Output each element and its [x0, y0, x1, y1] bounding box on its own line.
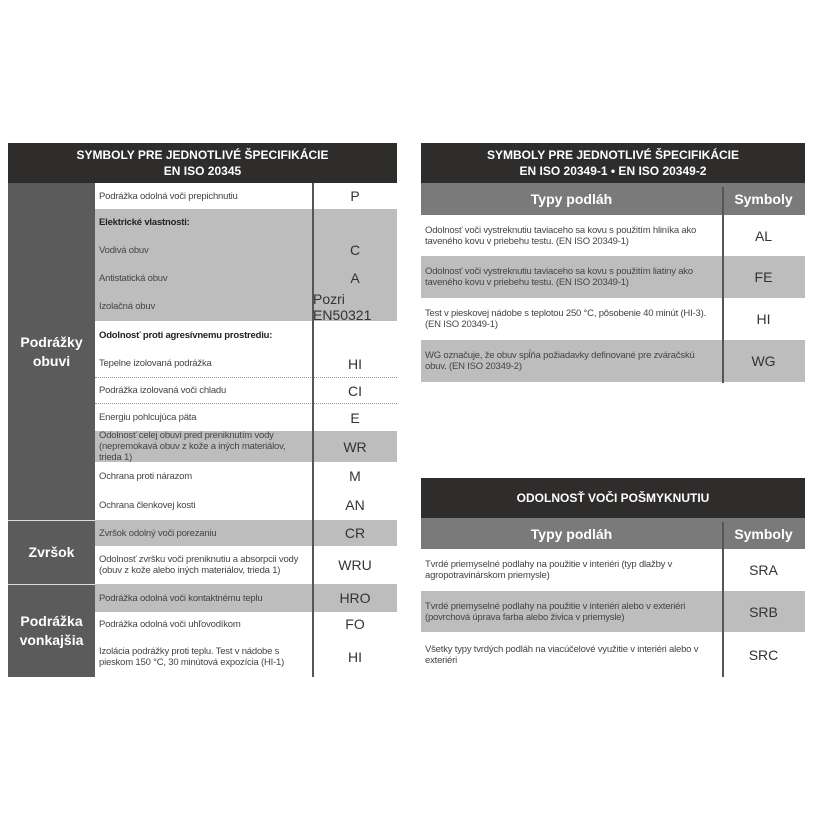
col-header-types: Typy podláh [530, 525, 613, 542]
right1-header: SYMBOLY PRE JEDNOTLIVÉ ŠPECIFIKÁCIE EN I… [421, 143, 805, 183]
row-description: Zvršok odolný voči porezaniu [99, 527, 217, 539]
row-description: Odolnosť proti agresívnemu prostrediu: [99, 330, 273, 341]
row-description: Odolnosť zvršku voči preniknutiu a absor… [99, 554, 299, 576]
table-row: Ochrana členkovej kosti AN [95, 490, 397, 520]
table-row: Podrážka izolovaná voči chladu CI [95, 378, 397, 404]
row-description: Tvrdé priemyselné podlahy na použitie v … [425, 600, 686, 623]
row-symbol [313, 321, 397, 350]
section-label: Podrážky obuvi [8, 183, 95, 520]
left-table: SYMBOLY PRE JEDNOTLIVÉ ŠPECIFIKÁCIE EN I… [8, 143, 397, 677]
row-description: Ochrana členkovej kosti [99, 499, 196, 511]
row-symbol: AL [754, 227, 773, 244]
table-row: Ochrana proti nárazom M [95, 462, 397, 490]
row-description: Podrážka izolovaná voči chladu [99, 385, 227, 396]
col-header-symbols: Symboly [734, 191, 793, 207]
row-symbol: FE [754, 269, 773, 285]
table-row: Izolačná obuv Pozri EN50321 [95, 290, 397, 323]
col-header-types: Typy podláh [530, 191, 613, 207]
table-row: Tvrdé priemyselné podlahy na použitie v … [421, 591, 805, 632]
section-label: Zvršok [8, 520, 95, 584]
table-row: Odolnosť celej obuvi pred preniknutím vo… [95, 430, 397, 463]
row-symbol: HI [348, 355, 362, 372]
row-symbol: SRA [749, 562, 778, 578]
row-description: Izolačná obuv [99, 301, 156, 312]
row-symbol: AN [345, 497, 365, 513]
section-label: Podrážka vonkajšia [8, 584, 95, 677]
row-description: Podrážka odolná voči uhľovodíkom [99, 618, 241, 630]
table-row: Vodivá obuv C [95, 236, 397, 264]
right-table-1: SYMBOLY PRE JEDNOTLIVÉ ŠPECIFIKÁCIE EN I… [421, 143, 805, 383]
left-title-line1: SYMBOLY PRE JEDNOTLIVÉ ŠPECIFIKÁCIE [76, 148, 329, 162]
column-divider [312, 183, 314, 677]
left-title-line2: EN ISO 20345 [163, 164, 242, 178]
right1-title-line2: EN ISO 20349-1 • EN ISO 20349-2 [519, 164, 707, 178]
right2-header: ODOLNOSŤ VOČI POŠMYKNUTIU [421, 478, 805, 518]
row-symbol: CI [348, 382, 362, 399]
row-description: Test v pieskovej nádobe s teplotou 250 °… [425, 308, 706, 330]
table-row: Antistatická obuv A [95, 264, 397, 292]
table-row: Elektrické vlastnosti: [95, 209, 397, 236]
row-symbol: HRO [339, 590, 371, 606]
row-symbol: M [349, 468, 361, 484]
row-description: Energiu pohlcujúca päta [99, 412, 197, 423]
left-table-header: SYMBOLY PRE JEDNOTLIVÉ ŠPECIFIKÁCIE EN I… [8, 143, 397, 183]
row-symbol: Pozri EN50321 [313, 290, 372, 323]
row-symbol: SRC [748, 646, 779, 663]
row-symbol: P [350, 188, 360, 204]
row-description: Podrážka odolná voči kontaktnému teplu [99, 592, 263, 604]
row-symbol: HI [348, 648, 362, 665]
table-row: Odolnosť voči vystreknutiu taviaceho sa … [421, 215, 805, 256]
table-row: Podrážka odolná voči prepichnutiu P [95, 183, 397, 209]
row-symbol: CR [344, 525, 366, 541]
col-header-symbols: Symboly [734, 525, 793, 542]
table-row: Odolnosť proti agresívnemu prostrediu: [95, 321, 397, 350]
table-row: Všetky typy tvrdých podláh na viacúčelov… [421, 632, 805, 677]
right1-column-header: Typy podláh Symboly [421, 183, 805, 215]
row-description: Odolnosť voči vystreknutiu taviaceho sa … [425, 224, 697, 247]
table-row: Tepelne izolovaná podrážka HI [95, 350, 397, 378]
column-divider [722, 187, 724, 383]
row-symbol [313, 209, 397, 236]
table-row: Test v pieskovej nádobe s teplotou 250 °… [421, 298, 805, 340]
row-description: Tvrdé priemyselné podlahy na použitie v … [425, 559, 673, 581]
row-symbol: WR [343, 438, 367, 455]
row-symbol: E [350, 409, 360, 426]
row-symbol: WG [751, 353, 776, 369]
right2-title: ODOLNOSŤ VOČI POŠMYKNUTIU [516, 491, 710, 505]
table-row: Podrážka odolná voči kontaktnému teplu HR… [95, 584, 397, 612]
table-row: Energiu pohlcujúca päta E [95, 404, 397, 431]
table-row: Podrážka odolná voči uhľovodíkom FO [95, 612, 397, 636]
row-description: Odolnosť voči vystreknutiu taviaceho sa … [425, 266, 693, 288]
row-description: Tepelne izolovaná podrážka [99, 358, 212, 369]
table-row: Izolácia podrážky proti teplu. Test v ná… [95, 636, 397, 677]
right2-column-header: Typy podláh Symboly [421, 518, 805, 549]
row-description: Antistatická obuv [99, 272, 168, 284]
row-description: Všetky typy tvrdých podláh na viacúčelov… [425, 643, 699, 666]
table-row: Odolnosť zvršku voči preniknutiu a absor… [95, 546, 397, 584]
right1-title-line1: SYMBOLY PRE JEDNOTLIVÉ ŠPECIFIKÁCIE [486, 148, 740, 162]
row-symbol: A [350, 270, 360, 286]
row-symbol: HI [756, 311, 771, 327]
row-description: Podrážka odolná voči prepichnutiu [99, 190, 238, 202]
row-description: Izolácia podrážky proti teplu. Test v ná… [99, 645, 285, 668]
row-symbol: C [349, 242, 361, 258]
table-row: Odolnosť voči vystreknutiu taviaceho sa … [421, 256, 805, 298]
row-description: Vodivá obuv [99, 244, 149, 256]
table-row: Tvrdé priemyselné podlahy na použitie v … [421, 549, 805, 591]
row-description: Ochrana proti nárazom [99, 470, 192, 482]
row-symbol: FO [345, 616, 365, 632]
table-row: Zvršok odolný voči porezaniu CR [95, 520, 397, 546]
row-description: Odolnosť celej obuvi pred preniknutím vo… [99, 430, 286, 463]
table-row: WG označuje, že obuv spĺňa požiadavky de… [421, 340, 805, 382]
right-table-2: ODOLNOSŤ VOČI POŠMYKNUTIU Typy podláh Sy… [421, 478, 805, 677]
column-divider [722, 522, 724, 677]
row-symbol: WRU [338, 557, 372, 573]
row-description: WG označuje, že obuv spĺňa požiadavky de… [425, 350, 695, 372]
row-description: Elektrické vlastnosti: [99, 217, 190, 228]
row-symbol: SRB [749, 603, 778, 620]
